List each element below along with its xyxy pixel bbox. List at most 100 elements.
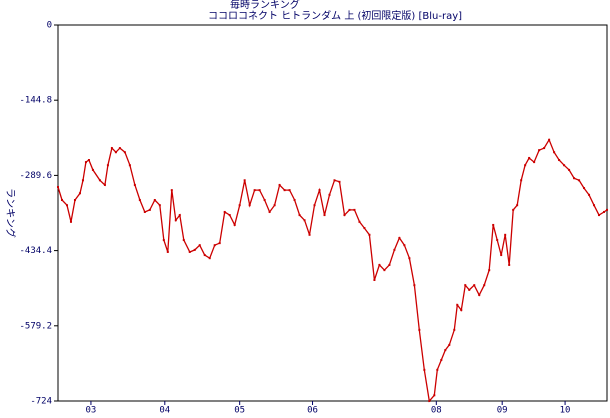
y-tick-label: -579.2 — [19, 321, 52, 331]
data-point — [418, 328, 421, 331]
data-point — [598, 214, 601, 217]
data-point — [500, 254, 503, 257]
data-point — [460, 309, 463, 312]
y-tick-label: -144.8 — [19, 96, 52, 106]
data-point — [413, 284, 416, 287]
data-point — [516, 204, 519, 207]
data-point — [492, 223, 495, 226]
data-point — [520, 179, 523, 182]
data-point — [448, 343, 451, 346]
x-tick-label: 04 — [159, 406, 170, 416]
data-point — [456, 303, 459, 306]
data-point — [106, 164, 109, 167]
data-point — [263, 199, 266, 202]
data-point — [218, 242, 221, 245]
data-point — [548, 138, 551, 141]
data-point — [118, 147, 121, 150]
data-point — [578, 179, 581, 182]
data-point — [84, 161, 87, 164]
data-point — [248, 204, 251, 207]
data-point — [504, 233, 507, 236]
data-point — [188, 250, 191, 253]
data-point — [333, 179, 336, 182]
data-point — [363, 227, 366, 230]
data-point — [496, 239, 499, 242]
data-point — [524, 164, 527, 167]
data-point — [288, 189, 291, 192]
data-point — [428, 400, 431, 402]
data-point — [328, 193, 331, 196]
data-point — [408, 257, 411, 260]
x-tick-label: 09 — [497, 406, 508, 416]
data-point — [343, 214, 346, 217]
x-tick-label: 08 — [431, 406, 442, 416]
data-point — [453, 328, 456, 331]
data-point — [388, 263, 391, 266]
data-point — [308, 233, 311, 236]
data-point — [508, 263, 511, 266]
data-point — [103, 183, 106, 186]
x-tick-label: 05 — [234, 406, 245, 416]
data-point — [553, 151, 556, 154]
data-point — [538, 149, 541, 152]
chart-subtitle: ココロコネクト ヒトランダム 上 (初回限定版) [Blu-ray] — [208, 9, 462, 22]
data-point — [158, 204, 161, 207]
data-point — [368, 233, 371, 236]
data-point — [293, 199, 296, 202]
data-point — [128, 164, 131, 167]
data-point — [114, 151, 117, 154]
data-point — [483, 284, 486, 287]
data-point — [433, 394, 436, 397]
data-point — [208, 257, 211, 260]
data-point — [228, 214, 231, 217]
data-point — [233, 223, 236, 226]
data-point — [468, 288, 471, 291]
data-point — [123, 151, 126, 154]
data-point — [182, 239, 185, 242]
data-point — [174, 219, 177, 222]
data-point — [583, 187, 586, 190]
data-point — [488, 269, 491, 272]
data-point — [473, 284, 476, 287]
data-point — [162, 239, 165, 242]
data-point — [73, 199, 76, 202]
y-tick-label: 0 — [47, 21, 52, 31]
data-point — [512, 208, 515, 211]
data-point — [440, 358, 443, 361]
data-point — [87, 159, 90, 162]
data-line — [57, 138, 608, 403]
data-point — [543, 147, 546, 150]
data-point — [81, 179, 84, 182]
data-point — [268, 210, 271, 213]
data-point — [283, 189, 286, 192]
data-point — [143, 210, 146, 213]
data-point — [298, 214, 301, 217]
data-point — [133, 183, 136, 186]
data-point — [563, 164, 566, 167]
y-tick-label: -724 — [30, 397, 52, 407]
data-point — [65, 204, 68, 207]
data-point — [603, 210, 606, 213]
data-point — [478, 294, 481, 297]
data-point — [166, 250, 169, 253]
data-point — [338, 180, 341, 183]
data-point — [568, 168, 571, 171]
x-tick-label: 06 — [307, 406, 318, 416]
data-point — [213, 244, 216, 247]
data-point — [273, 204, 276, 207]
data-point — [91, 168, 94, 171]
data-point — [378, 263, 381, 266]
data-point — [253, 189, 256, 192]
data-point — [57, 186, 59, 189]
data-point — [358, 220, 361, 223]
data-point — [278, 183, 281, 186]
data-point — [353, 208, 356, 211]
data-point — [243, 179, 246, 182]
data-point — [373, 278, 376, 281]
data-point — [348, 208, 351, 211]
y-tick-label: -434.4 — [19, 246, 52, 256]
data-point — [593, 204, 596, 207]
data-point — [533, 161, 536, 164]
data-point — [444, 349, 447, 352]
